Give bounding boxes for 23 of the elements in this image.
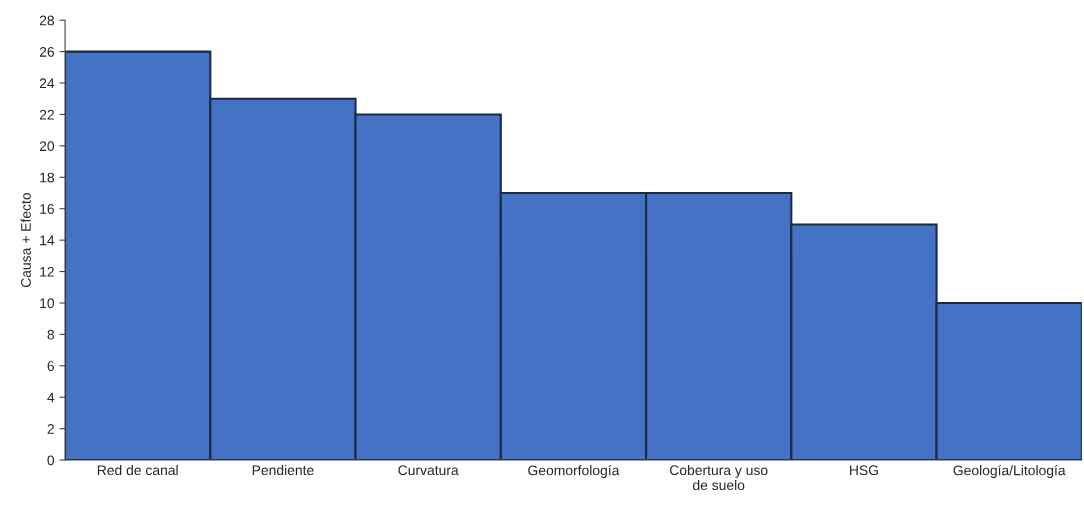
y-tick-label: 16 — [40, 204, 55, 214]
y-tick-label: 20 — [39, 141, 55, 152]
y-tick-label: 0 — [47, 455, 55, 466]
y-tick-label: 6 — [47, 361, 55, 371]
y-tick-label: 22 — [39, 109, 54, 120]
y-tick-label: 28 — [39, 15, 55, 26]
x-tick-label: Red de canal — [97, 464, 178, 476]
y-tick-label: 24 — [39, 78, 55, 89]
y-tick-label: 26 — [39, 46, 55, 57]
x-tick-label: Cobertura y uso de suelo — [669, 464, 768, 491]
x-tick-label: Pendiente — [252, 464, 314, 476]
y-tick-label: 4 — [47, 392, 55, 403]
x-tick-label: Curvatura — [398, 465, 459, 476]
x-tick-label: Geomorfología — [528, 464, 620, 479]
y-axis-title: Causa + Efecto — [20, 193, 31, 288]
y-tick-label: 8 — [47, 329, 55, 340]
y-tick-label: 2 — [47, 423, 54, 434]
x-tick-label: HSG — [850, 465, 878, 476]
x-tick-label: Geología/Litología — [953, 464, 1066, 479]
y-tick-label: 18 — [40, 172, 55, 183]
y-tick-label: 14 — [40, 235, 55, 246]
y-tick-label: 12 — [40, 266, 54, 277]
y-tick-label: 10 — [40, 298, 55, 309]
